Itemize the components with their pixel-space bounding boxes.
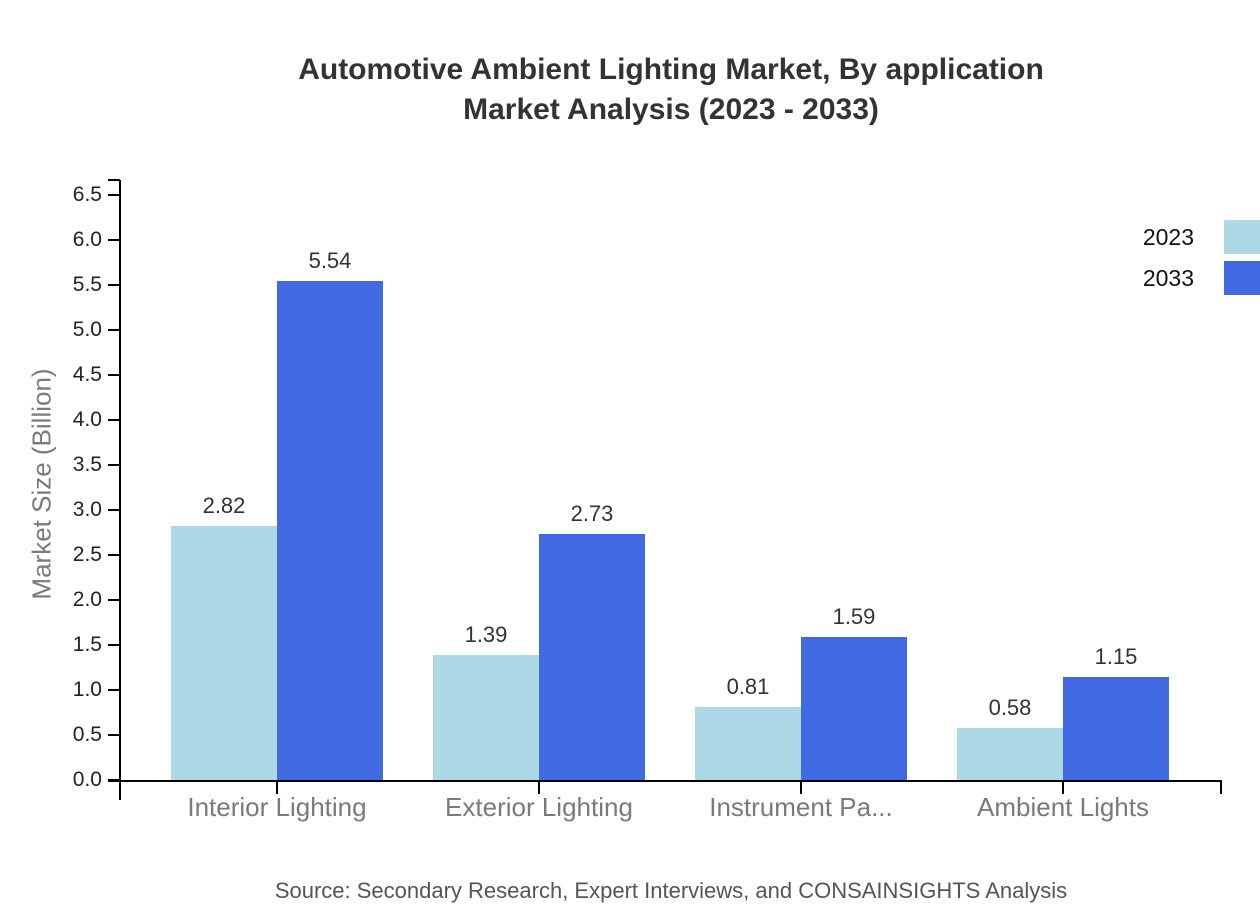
x-tick xyxy=(1062,780,1064,794)
y-tick-label: 6.0 xyxy=(72,228,102,251)
y-tick-label: 6.5 xyxy=(72,183,102,206)
y-tick xyxy=(108,329,120,331)
y-tick xyxy=(108,779,120,781)
y-tick xyxy=(108,554,120,556)
y-tick-label: 5.5 xyxy=(72,273,102,296)
x-tick xyxy=(800,780,802,794)
y-tick-label: 5.0 xyxy=(72,318,102,341)
bar-value-label: 0.58 xyxy=(988,695,1032,720)
bar-value-label: 2.73 xyxy=(570,501,614,526)
chart-title: Automotive Ambient Lighting Market, By a… xyxy=(82,50,1260,130)
bar-2033-4 xyxy=(1063,677,1169,780)
bar-value-label: 1.15 xyxy=(1094,644,1138,669)
bar-value-label: 5.54 xyxy=(308,248,352,273)
bar-2033-3 xyxy=(801,637,907,780)
x-axis-end-tick xyxy=(1220,780,1222,794)
x-category-label: Exterior Lighting xyxy=(445,792,633,822)
y-tick xyxy=(108,419,120,421)
y-tick xyxy=(108,599,120,601)
y-tick-label: 4.0 xyxy=(72,408,102,431)
y-tick-label: 3.0 xyxy=(72,498,102,521)
y-tick xyxy=(108,194,120,196)
bar-2023-3 xyxy=(695,707,801,780)
y-axis-endcap-tick xyxy=(108,179,120,181)
legend-label-2033: 2033 xyxy=(1142,264,1194,291)
legend-item-2033[interactable]: 2033 xyxy=(1143,261,1260,295)
x-category-label: Instrument Pa... xyxy=(709,792,893,822)
bar-value-label: 1.39 xyxy=(464,622,508,647)
bar-2023-1 xyxy=(171,526,277,780)
y-tick xyxy=(108,374,120,376)
x-tick xyxy=(538,780,540,794)
y-tick xyxy=(108,689,120,691)
y-tick xyxy=(108,734,120,736)
bar-value-label: 1.59 xyxy=(832,604,876,629)
y-axis-line xyxy=(119,180,121,800)
y-tick-label: 1.0 xyxy=(72,678,102,701)
bar-2023-2 xyxy=(433,655,539,780)
y-tick xyxy=(108,239,120,241)
legend-label-2023: 2023 xyxy=(1142,223,1194,250)
bar-value-label: 0.81 xyxy=(726,674,770,699)
x-category-label: Ambient Lights xyxy=(977,792,1149,822)
y-tick xyxy=(108,284,120,286)
chart-title-line2: Market Analysis (2023 - 2033) xyxy=(463,93,879,126)
y-tick xyxy=(108,464,120,466)
y-tick-label: 2.5 xyxy=(72,543,102,566)
legend-item-2023[interactable]: 2023 xyxy=(1143,220,1260,254)
legend-swatch-2023-icon xyxy=(1224,220,1260,254)
y-tick-label: 3.5 xyxy=(72,453,102,476)
y-tick xyxy=(108,509,120,511)
y-tick-label: 4.5 xyxy=(72,363,102,386)
x-category-label: Interior Lighting xyxy=(187,792,367,822)
bar-2033-1 xyxy=(277,281,383,780)
bar-value-label: 2.82 xyxy=(202,493,246,518)
x-axis-line xyxy=(108,780,1222,782)
x-tick xyxy=(276,780,278,794)
legend-swatch-2033-icon xyxy=(1224,261,1260,295)
y-tick-label: 0.0 xyxy=(72,768,102,791)
y-tick xyxy=(108,644,120,646)
bar-2033-2 xyxy=(539,534,645,780)
chart-title-line1: Automotive Ambient Lighting Market, By a… xyxy=(298,53,1044,86)
y-tick-label: 0.5 xyxy=(72,723,102,746)
source-note: Source: Secondary Research, Expert Inter… xyxy=(274,878,1068,903)
y-tick-label: 2.0 xyxy=(72,588,102,611)
bar-2023-4 xyxy=(957,728,1063,780)
y-tick-label: 1.5 xyxy=(72,633,102,656)
